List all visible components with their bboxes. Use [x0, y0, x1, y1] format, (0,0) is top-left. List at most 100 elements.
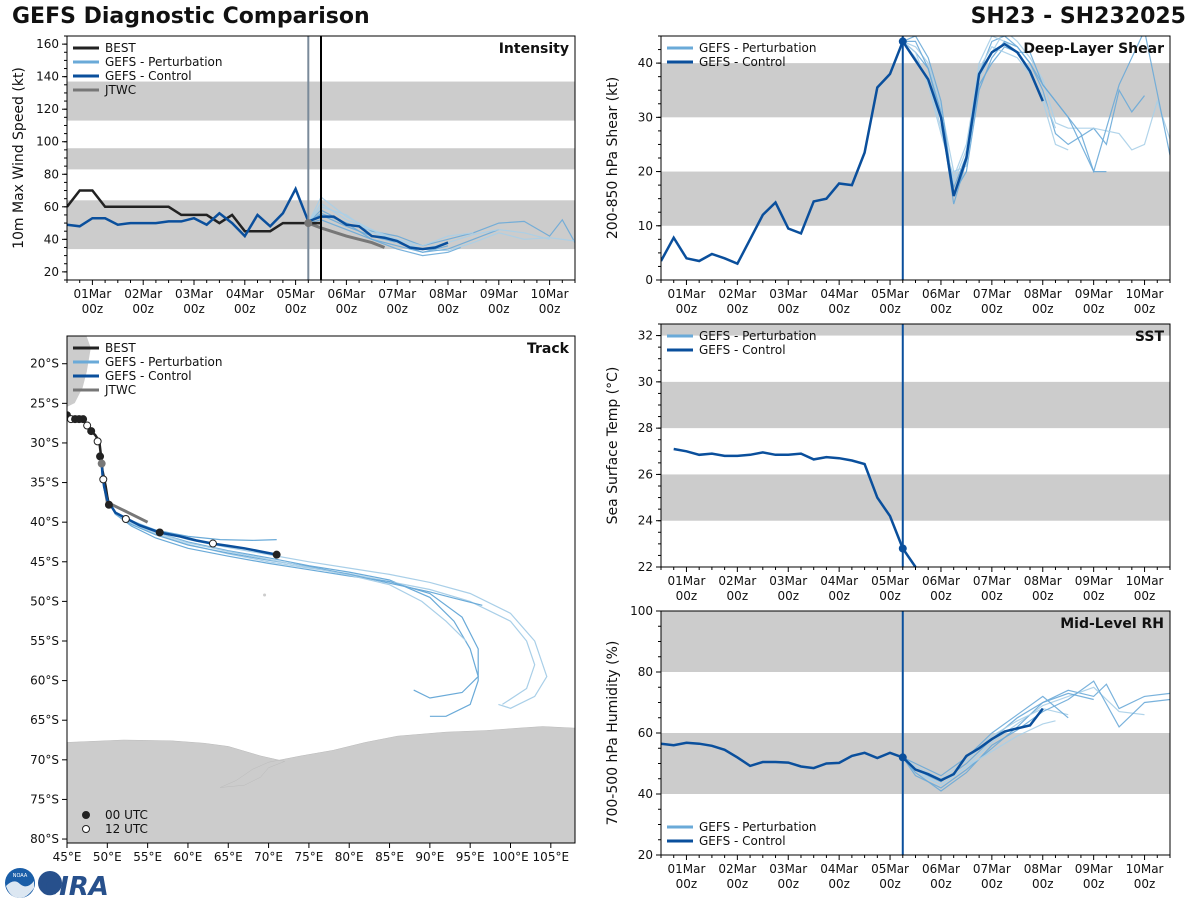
rh-y-tick-label: 20 [638, 848, 653, 862]
shear-y-axis-label: 200-850 hPa Shear (kt) [605, 77, 621, 239]
track-y-tick-label: 35°S [30, 476, 59, 490]
track-x-tick-label: 55°E [133, 850, 162, 864]
rh-x-tick-label-date: 06Mar [922, 862, 960, 876]
track-marker-12utc [83, 421, 92, 430]
track-marker-00utc [87, 427, 96, 436]
track-legend-label: GEFS - Control [105, 369, 192, 383]
antarctica-landmass [67, 726, 575, 843]
sst-frame [660, 323, 1171, 568]
intensity-x-tick-label-time: 00z [285, 302, 307, 316]
intensity-best-line [67, 189, 321, 233]
sst-x-tick-label-time: 00z [981, 589, 1003, 603]
rh-legend-label: GEFS - Perturbation [699, 820, 816, 834]
rh-x-tick-label-time: 00z [1083, 877, 1105, 891]
rh-x-tick-label-date: 08Mar [1024, 862, 1062, 876]
track-x-tick-label: 85°E [375, 850, 404, 864]
track-x-tick-label: 95°E [456, 850, 485, 864]
shear-panel-title: Deep-Layer Shear [1023, 41, 1164, 57]
intensity-y-tick-label: 160 [36, 37, 59, 51]
sst-x-tick-label-time: 00z [1134, 589, 1156, 603]
sst-x-tick-label-time: 00z [727, 589, 749, 603]
shear-x-tick-label-date: 10Mar [1126, 287, 1164, 301]
intensity-panel-title: Intensity [499, 41, 569, 57]
track-marker-00utc [155, 528, 164, 537]
sst-x-tick-label-date: 05Mar [871, 574, 909, 588]
sst-x-tick-label-date: 01Mar [667, 574, 705, 588]
track-x-tick-label: 45°E [53, 850, 82, 864]
rh-control-line [661, 707, 1044, 782]
rh-perturbation-line [902, 692, 1094, 789]
track-y-tick-label: 75°S [30, 792, 59, 806]
track-marker-12utc [121, 514, 130, 523]
track-y-tick-label: 70°S [30, 753, 59, 767]
track-perturbation-line [101, 463, 479, 717]
sst-legend-label: GEFS - Perturbation [699, 329, 816, 343]
sst-x-tick-label-date: 03Mar [769, 574, 807, 588]
rh-perturbation-line [902, 680, 1170, 792]
sst-x-tick-label-time: 00z [1083, 589, 1105, 603]
rh-x-tick-label-time: 00z [676, 877, 698, 891]
rh-y-tick-label: 100 [630, 604, 653, 618]
sst-band [661, 324, 1170, 336]
rh-x-tick-label-date: 10Mar [1126, 862, 1164, 876]
track-frame [66, 335, 576, 844]
intensity-x-tick-label-date: 02Mar [124, 287, 162, 301]
track-y-tick-label: 60°S [30, 674, 59, 688]
shear-init-point [898, 37, 907, 46]
track-plot-area [67, 336, 575, 843]
intensity-x-tick-label-date: 08Mar [429, 287, 467, 301]
shear-x-tick-label-date: 04Mar [820, 287, 858, 301]
sst-panel: 01Mar00z02Mar00z03Mar00z04Mar00z05Mar00z… [605, 323, 1171, 603]
shear-band [661, 63, 1170, 118]
sst-x-tick-label-date: 04Mar [820, 574, 858, 588]
intensity-x-tick-label-time: 00z [539, 302, 561, 316]
rh-x-tick-label-date: 05Mar [871, 862, 909, 876]
track-y-tick-label: 40°S [30, 515, 59, 529]
rh-panel-title: Mid-Level RH [1060, 616, 1164, 632]
rh-x-tick-label-time: 00z [981, 877, 1003, 891]
sst-y-tick-label: 22 [638, 560, 653, 574]
track-y-tick-label: 25°S [30, 396, 59, 410]
track-marker-12utc [99, 475, 108, 484]
shear-x-tick-label-date: 08Mar [1024, 287, 1062, 301]
cira-globe-icon [38, 871, 62, 895]
shear-x-tick-label-date: 02Mar [718, 287, 756, 301]
intensity-x-tick-label-time: 00z [488, 302, 510, 316]
intensity-y-axis-label: 10m Max Wind Speed (kt) [11, 67, 27, 249]
shear-x-tick-label-date: 05Mar [871, 287, 909, 301]
track-x-tick-label: 105°E [533, 850, 570, 864]
intensity-legend-label: BEST [105, 41, 136, 55]
sst-y-axis-label: Sea Surface Temp (°C) [605, 367, 621, 525]
rh-panel: 01Mar00z02Mar00z03Mar00z04Mar00z05Mar00z… [605, 604, 1171, 891]
shear-x-tick-label-date: 07Mar [973, 287, 1011, 301]
sst-legend-label: GEFS - Control [699, 343, 786, 357]
intensity-legend-label: GEFS - Control [105, 69, 192, 83]
sst-x-tick-label-time: 00z [879, 589, 901, 603]
shear-x-tick-label-date: 01Mar [667, 287, 705, 301]
track-x-tick-label: 100°E [492, 850, 529, 864]
intensity-y-tick-label: 20 [44, 265, 59, 279]
cira-logo-text: CIRA [40, 872, 109, 900]
rh-x-tick-label-time: 00z [777, 877, 799, 891]
shear-x-tick-label-time: 00z [879, 302, 901, 316]
shear-x-tick-label-time: 00z [981, 302, 1003, 316]
intensity-jtwc-line [307, 221, 386, 249]
sst-x-tick-label-date: 09Mar [1075, 574, 1113, 588]
rh-x-tick-label-time: 00z [1032, 877, 1054, 891]
shear-y-tick-label: 30 [638, 110, 653, 124]
sst-band [661, 381, 1170, 429]
intensity-perturbation-line [308, 219, 461, 257]
track-perturbation-line [101, 463, 536, 705]
sst-x-tick-label-date: 10Mar [1126, 574, 1164, 588]
track-x-tick-label: 65°E [214, 850, 243, 864]
shear-control-line [661, 38, 1044, 266]
sst-y-tick-label: 28 [638, 421, 653, 435]
track-y-tick-label: 80°S [30, 832, 59, 846]
kerguelen-island [263, 593, 267, 597]
track-y-tick-label: 50°S [30, 594, 59, 608]
intensity-y-tick-label: 60 [44, 200, 59, 214]
intensity-y-tick-label: 40 [44, 232, 59, 246]
track-x-tick-label: 60°E [174, 850, 203, 864]
track-y-tick-label: 20°S [30, 357, 59, 371]
